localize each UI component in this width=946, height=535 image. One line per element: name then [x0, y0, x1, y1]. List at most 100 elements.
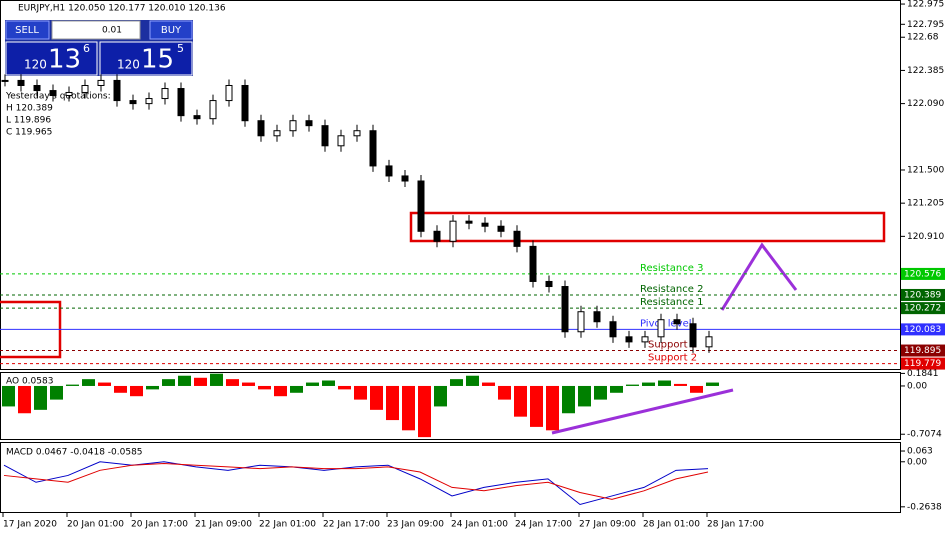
candle	[641, 336, 649, 343]
level-name: Support 1	[648, 340, 697, 351]
ao-bar	[322, 380, 335, 386]
ao-bar	[194, 377, 207, 386]
y-tick-label: 120.910	[907, 232, 944, 242]
sell-label: SELL	[15, 25, 39, 36]
y-tick-label: 122.975	[907, 0, 944, 10]
symbol-line: EURJPY,H1 120.050 120.177 120.010 120.13…	[18, 4, 226, 14]
buy-pips: 15	[141, 45, 174, 75]
y-tick-label: 122.090	[907, 99, 944, 109]
candle	[689, 323, 697, 348]
ao-bar	[482, 382, 495, 386]
ao-bar	[66, 384, 79, 386]
ao-panel	[0, 372, 901, 440]
price-tag	[901, 323, 945, 336]
x-tick-label: 21 Jan 09:00	[195, 520, 252, 530]
level-name: Support 2	[648, 353, 697, 364]
sell-frac: 6	[83, 42, 90, 55]
ao-bar	[514, 385, 527, 417]
candle	[225, 84, 233, 102]
candle	[193, 115, 201, 120]
candle	[513, 230, 521, 247]
macd-line	[3, 461, 709, 506]
y-tick-label: 0.00	[907, 381, 927, 391]
ao-bar	[338, 385, 351, 390]
price-tag	[901, 267, 945, 280]
y-tick-label: 122.385	[907, 66, 944, 76]
buy-price-box[interactable]	[99, 41, 193, 76]
candle	[33, 84, 41, 92]
quotes-close: C 119.965	[6, 128, 52, 138]
ao-bar	[50, 385, 63, 400]
y-tick-label: 121.205	[907, 199, 944, 209]
quotes-high: H 120.389	[6, 104, 53, 114]
candle	[1, 79, 9, 82]
y-tick-label: 121.500	[907, 165, 944, 175]
sell-big: 120	[24, 58, 47, 72]
price-tag	[901, 344, 945, 357]
ao-bar	[578, 385, 591, 407]
price-tag	[901, 357, 945, 370]
candle	[81, 84, 89, 93]
candle	[353, 130, 361, 137]
ao-bar	[706, 382, 719, 386]
candle	[465, 220, 473, 224]
projection-line	[720, 242, 798, 311]
sell-price-box[interactable]	[5, 41, 98, 76]
macd-line	[3, 462, 709, 500]
ao-title: AO 0.0583	[6, 377, 53, 387]
quotes-low: L 119.896	[6, 116, 51, 126]
y-tick-label: 0.063	[907, 447, 933, 457]
ao-bar	[658, 380, 671, 386]
candle	[209, 100, 217, 120]
candle	[625, 336, 633, 343]
x-tick-label: 17 Jan 2020	[3, 520, 57, 530]
price-tag-label: 120.083	[904, 325, 941, 335]
y-tick-label: 0.1841	[907, 369, 939, 379]
candle	[417, 180, 425, 232]
candle	[593, 311, 601, 323]
candle	[369, 130, 377, 167]
x-tick-label: 20 Jan 17:00	[131, 520, 188, 530]
ao-bar	[674, 383, 687, 386]
ao-bar	[210, 373, 223, 386]
ao-bar	[610, 385, 623, 393]
ao-bar	[162, 379, 175, 386]
candle	[273, 130, 281, 137]
y-tick-label: 122.795	[907, 20, 944, 30]
price-tag-label: 119.779	[904, 359, 941, 369]
ao-bar	[530, 385, 543, 427]
ao-bar	[178, 375, 191, 386]
y-tick-label: -0.2638	[907, 502, 942, 512]
candle	[17, 79, 25, 86]
ao-bar	[466, 375, 479, 386]
y-tick-label: 0.00	[907, 457, 927, 467]
candle	[481, 222, 489, 227]
ao-bar	[290, 385, 303, 393]
candle	[561, 286, 569, 333]
candle	[529, 245, 537, 282]
y-tick-label: -0.7074	[907, 430, 942, 440]
ao-bar	[306, 382, 319, 386]
x-tick-label: 22 Jan 01:00	[259, 520, 316, 530]
buy-button[interactable]	[149, 20, 193, 40]
price-tag-label: 119.895	[904, 346, 941, 356]
ao-bar	[34, 385, 47, 410]
candle	[65, 91, 73, 97]
price-tag-label: 120.272	[904, 304, 941, 314]
ao-bar	[18, 385, 31, 414]
candle	[177, 88, 185, 117]
ao-bar	[402, 385, 415, 431]
candle	[705, 336, 713, 348]
x-tick-label: 20 Jan 01:00	[67, 520, 124, 530]
lot-field[interactable]	[51, 20, 141, 40]
ao-bar	[98, 382, 111, 386]
sell-pips: 13	[48, 45, 81, 75]
candle	[257, 120, 265, 137]
price-tag-label: 120.389	[904, 290, 941, 300]
level-name: Resistance 1	[640, 297, 703, 308]
candle	[289, 120, 297, 132]
candle	[145, 98, 153, 105]
sell-button[interactable]	[5, 20, 50, 40]
